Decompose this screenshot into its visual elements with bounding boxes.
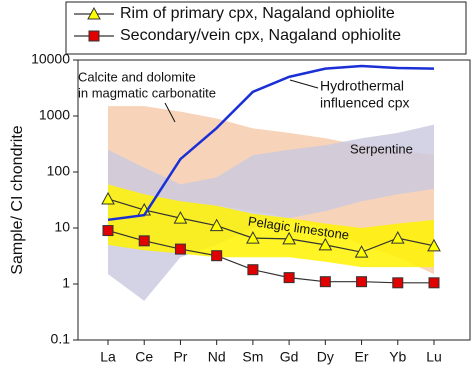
plot-frame [77,59,471,341]
series-label: influenced cpx [320,95,410,111]
band-label: in magmatic carbonatite [78,85,216,100]
square-marker [428,277,440,289]
leader-line [164,102,176,123]
series-line [107,229,434,284]
y-tick-label: 10000 [31,51,70,67]
x-tick-label: Sm [242,349,263,365]
series-label: Hydrothermal [320,78,404,94]
triangle-marker [282,231,296,245]
series-line [107,64,435,222]
y-tick-label: 0.1 [51,331,71,347]
x-tick-label: Pr [173,349,187,365]
triangle-marker [427,238,441,252]
square-marker [283,272,295,284]
legend-label: Secondary/vein cpx, Nagaland ophiolite [120,27,401,44]
x-tick-label: Dy [317,349,334,365]
square-marker [319,276,331,288]
x-tick-label: La [100,349,116,365]
x-tick-label: Yb [389,349,406,365]
x-tick-label: Lu [426,349,442,365]
x-tick-label: Nd [208,349,226,365]
x-tick-label: Er [355,349,369,365]
square-marker [174,243,186,255]
square-marker [392,277,404,289]
x-tick-label: Ce [135,349,153,365]
band [108,124,434,301]
band [108,184,434,268]
y-tick-label: 10 [54,219,70,235]
triangle-marker [246,231,260,244]
square-marker [211,250,223,262]
y-axis-title: Sample/ CI chondrite [9,125,26,275]
band-label: Calcite and dolomite [78,69,196,84]
series-line [107,198,435,253]
triangle-marker [354,245,369,258]
square-marker [102,225,114,237]
y-tick-label: 1000 [39,107,70,123]
band-label: Serpentine [350,141,413,156]
legend-label: Rim of primary cpx, Nagaland ophiolite [120,5,395,22]
triangle-marker [318,237,333,251]
y-tick-label: 100 [47,163,71,179]
triangle-marker [209,218,224,232]
legend-marker [87,6,101,20]
triangle-marker [101,191,115,205]
x-tick-label: Gd [280,349,299,365]
triangle-marker [173,211,188,224]
triangle-marker [390,231,405,244]
legend-marker [88,30,100,42]
y-tick-label: 1 [62,275,70,291]
leader-line [289,79,319,89]
legend-box [65,1,467,55]
square-marker [138,235,150,247]
square-marker [356,276,368,288]
square-marker [247,264,259,276]
